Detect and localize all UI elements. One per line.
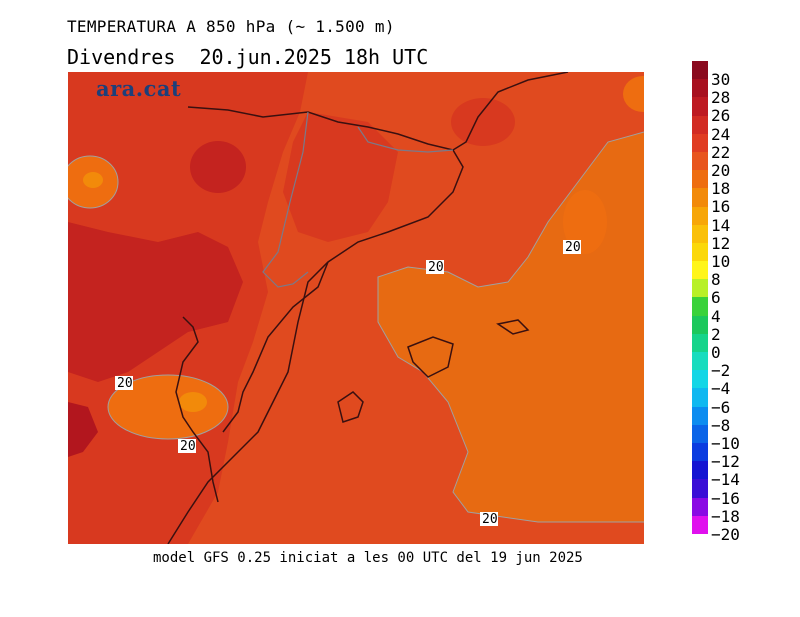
contour-label-4: 20 bbox=[178, 439, 196, 454]
legend-swatch bbox=[692, 79, 708, 98]
contour-label-3: 20 bbox=[115, 376, 133, 391]
legend-label: 14 bbox=[711, 215, 731, 235]
legend-label: −10 bbox=[711, 434, 740, 453]
legend-swatch bbox=[692, 133, 708, 152]
legend-swatch bbox=[692, 115, 708, 134]
temp-zone-18-eastbubble bbox=[563, 190, 607, 254]
legend-swatch bbox=[692, 170, 708, 189]
temp-zone-22-france bbox=[451, 98, 515, 146]
legend-label: −20 bbox=[711, 525, 740, 544]
legend-swatch bbox=[692, 151, 708, 171]
legend-label: 24 bbox=[711, 124, 731, 144]
temp-zone-26-west-edge bbox=[68, 402, 98, 457]
legend-swatch bbox=[692, 224, 708, 243]
temp-zone-24-west bbox=[68, 222, 243, 382]
legend-label: 0 bbox=[711, 343, 721, 362]
legend-label: 10 bbox=[711, 252, 731, 271]
legend-swatch bbox=[692, 388, 708, 407]
legend-swatch bbox=[692, 406, 708, 425]
legend-label: −14 bbox=[711, 470, 740, 490]
contour-label-text: 20 bbox=[565, 240, 581, 255]
legend-label: −4 bbox=[711, 379, 731, 399]
legend-swatch bbox=[692, 497, 708, 516]
temp-zone-16-topleft bbox=[83, 172, 103, 188]
legend-swatch bbox=[692, 279, 708, 298]
legend-swatch bbox=[692, 515, 708, 534]
legend-swatch bbox=[692, 479, 708, 498]
legend-swatch bbox=[692, 188, 708, 207]
legend-label: 2 bbox=[711, 324, 721, 344]
contour-label-text: 20 bbox=[117, 376, 133, 391]
legend-label: 6 bbox=[711, 288, 721, 308]
international-borders bbox=[262, 111, 454, 288]
legend-swatch bbox=[692, 206, 708, 225]
legend-label: 28 bbox=[711, 88, 731, 108]
chart-title: TEMPERATURA A 850 hPa (~ 1.500 m) bbox=[67, 17, 395, 36]
contour-label-2: 20 bbox=[563, 240, 581, 255]
legend-label: 8 bbox=[711, 270, 721, 290]
ara-cat-logo: ara.cat bbox=[96, 76, 182, 101]
legend-swatch bbox=[692, 424, 708, 443]
legend-label: 4 bbox=[711, 306, 721, 326]
legend-swatch bbox=[692, 261, 708, 280]
temp-zone-22-catalonia-north bbox=[283, 112, 398, 242]
legend-label: −6 bbox=[711, 397, 731, 417]
legend-label: 22 bbox=[711, 142, 731, 162]
legend-swatch bbox=[692, 315, 708, 334]
legend-label: 16 bbox=[711, 197, 731, 217]
temp-zone-24-pyrenees bbox=[190, 141, 246, 193]
contour-lines bbox=[68, 131, 644, 523]
contour-label-text: 20 bbox=[180, 439, 196, 454]
contour-label-1: 20 bbox=[426, 260, 444, 275]
color-legend-bar bbox=[692, 61, 708, 534]
temperature-map: 20 20 20 20 20 bbox=[68, 72, 644, 544]
legend-label: 30 bbox=[711, 70, 731, 89]
temp-zone-18-ne-sea bbox=[623, 76, 644, 112]
legend-label: −8 bbox=[711, 415, 731, 435]
legend-swatch bbox=[692, 333, 708, 352]
contour-label-5: 20 bbox=[480, 512, 498, 527]
temp-zone-18-sw bbox=[108, 375, 228, 439]
contour-label-text: 20 bbox=[482, 512, 498, 527]
legend-swatch bbox=[692, 97, 708, 116]
legend-swatch bbox=[692, 352, 708, 371]
legend-label: 26 bbox=[711, 106, 731, 126]
legend-label: −16 bbox=[711, 488, 740, 508]
legend-label: 12 bbox=[711, 233, 731, 253]
legend-label: 18 bbox=[711, 179, 731, 199]
legend-swatch bbox=[692, 442, 708, 462]
temp-zone-16-sw bbox=[179, 392, 207, 412]
legend-swatch bbox=[692, 461, 708, 480]
legend-swatch bbox=[692, 370, 708, 389]
model-info-footer: model GFS 0.25 iniciat a les 00 UTC del … bbox=[153, 550, 583, 566]
contour-label-text: 20 bbox=[428, 260, 444, 275]
legend-swatch bbox=[692, 297, 708, 316]
legend-swatch bbox=[692, 242, 708, 262]
legend-label: −2 bbox=[711, 361, 731, 381]
coastlines bbox=[167, 72, 569, 544]
legend-swatch bbox=[692, 61, 708, 80]
legend-label: −12 bbox=[711, 452, 740, 472]
chart-subtitle-date: Divendres 20.jun.2025 18h UTC bbox=[67, 45, 429, 69]
legend-label: −18 bbox=[711, 506, 740, 526]
legend-label: 20 bbox=[711, 161, 731, 180]
map-svg: 20 20 20 20 20 bbox=[68, 72, 644, 544]
